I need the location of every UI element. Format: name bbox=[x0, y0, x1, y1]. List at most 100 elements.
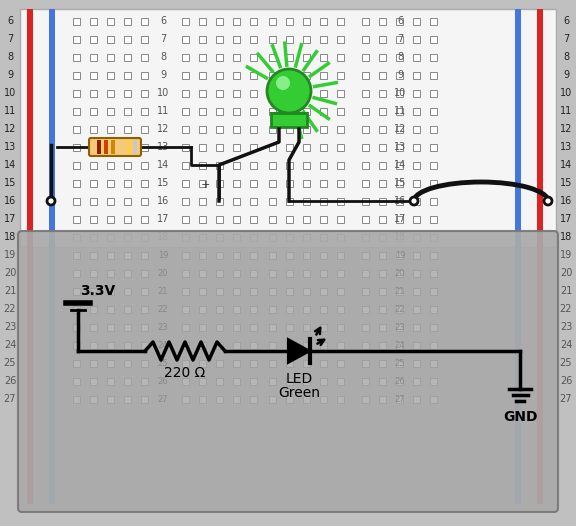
Bar bbox=[233, 251, 240, 258]
Bar bbox=[336, 17, 343, 25]
Bar bbox=[378, 54, 385, 60]
Bar bbox=[141, 197, 147, 205]
Bar bbox=[107, 234, 113, 240]
Bar bbox=[20, 9, 556, 247]
Text: 3.3V: 3.3V bbox=[80, 284, 115, 298]
Bar bbox=[286, 161, 293, 168]
Text: 10: 10 bbox=[560, 88, 572, 98]
Bar bbox=[141, 341, 147, 349]
Bar bbox=[320, 179, 327, 187]
Text: 25: 25 bbox=[560, 358, 572, 368]
Bar bbox=[268, 179, 275, 187]
Bar bbox=[320, 341, 327, 349]
Text: 16: 16 bbox=[4, 196, 16, 206]
Bar bbox=[362, 378, 369, 385]
Bar bbox=[378, 179, 385, 187]
Bar bbox=[107, 251, 113, 258]
Bar bbox=[320, 306, 327, 312]
Bar bbox=[302, 144, 309, 150]
Bar bbox=[73, 359, 79, 367]
Bar bbox=[362, 269, 369, 277]
Bar bbox=[268, 89, 275, 96]
Bar bbox=[141, 35, 147, 43]
Bar bbox=[133, 140, 137, 154]
Bar bbox=[233, 197, 240, 205]
Bar bbox=[73, 251, 79, 258]
Bar bbox=[412, 216, 419, 222]
Bar bbox=[107, 216, 113, 222]
Bar bbox=[362, 197, 369, 205]
Bar bbox=[215, 161, 222, 168]
Bar bbox=[286, 179, 293, 187]
Bar bbox=[268, 17, 275, 25]
Text: 13: 13 bbox=[394, 142, 406, 152]
Bar bbox=[320, 54, 327, 60]
Bar bbox=[199, 89, 206, 96]
Bar bbox=[73, 161, 79, 168]
Text: 26: 26 bbox=[395, 377, 406, 386]
Bar bbox=[199, 197, 206, 205]
Bar bbox=[320, 126, 327, 133]
Bar bbox=[181, 288, 188, 295]
Bar bbox=[73, 378, 79, 385]
Bar bbox=[412, 54, 419, 60]
Bar bbox=[89, 54, 97, 60]
Text: 19: 19 bbox=[4, 250, 16, 260]
Bar bbox=[215, 359, 222, 367]
Bar bbox=[123, 144, 131, 150]
Bar bbox=[181, 54, 188, 60]
Bar bbox=[396, 234, 403, 240]
Bar bbox=[107, 269, 113, 277]
Bar bbox=[233, 378, 240, 385]
Bar bbox=[286, 216, 293, 222]
Text: 8: 8 bbox=[160, 52, 166, 62]
Bar bbox=[268, 378, 275, 385]
Bar bbox=[199, 359, 206, 367]
Bar bbox=[286, 107, 293, 115]
Bar bbox=[320, 144, 327, 150]
Bar bbox=[123, 306, 131, 312]
Bar bbox=[362, 216, 369, 222]
Text: 7: 7 bbox=[7, 34, 13, 44]
Text: 18: 18 bbox=[157, 232, 169, 242]
Bar bbox=[302, 323, 309, 330]
Bar bbox=[268, 323, 275, 330]
Text: 21: 21 bbox=[4, 286, 16, 296]
Bar bbox=[396, 144, 403, 150]
Bar bbox=[378, 251, 385, 258]
Bar bbox=[378, 17, 385, 25]
Bar bbox=[107, 323, 113, 330]
Text: 25: 25 bbox=[395, 359, 406, 368]
Bar bbox=[107, 144, 113, 150]
Bar bbox=[412, 144, 419, 150]
Bar bbox=[141, 89, 147, 96]
Text: 6: 6 bbox=[563, 16, 569, 26]
Text: LED: LED bbox=[285, 372, 313, 386]
Bar bbox=[233, 54, 240, 60]
Bar bbox=[89, 144, 97, 150]
Bar bbox=[362, 144, 369, 150]
Bar bbox=[362, 179, 369, 187]
FancyBboxPatch shape bbox=[18, 231, 558, 512]
Bar bbox=[378, 269, 385, 277]
Bar bbox=[302, 288, 309, 295]
Bar bbox=[430, 126, 437, 133]
Bar bbox=[181, 107, 188, 115]
Bar bbox=[89, 72, 97, 78]
Bar bbox=[430, 288, 437, 295]
Text: 18: 18 bbox=[4, 232, 16, 242]
Bar bbox=[123, 341, 131, 349]
Bar bbox=[107, 54, 113, 60]
Bar bbox=[141, 17, 147, 25]
Bar bbox=[199, 269, 206, 277]
Bar bbox=[141, 161, 147, 168]
Bar bbox=[378, 161, 385, 168]
Bar bbox=[302, 234, 309, 240]
Bar bbox=[378, 89, 385, 96]
Bar bbox=[396, 396, 403, 402]
Bar bbox=[249, 54, 256, 60]
Bar bbox=[412, 396, 419, 402]
Bar bbox=[233, 341, 240, 349]
Bar bbox=[123, 359, 131, 367]
Text: 8: 8 bbox=[397, 52, 403, 62]
